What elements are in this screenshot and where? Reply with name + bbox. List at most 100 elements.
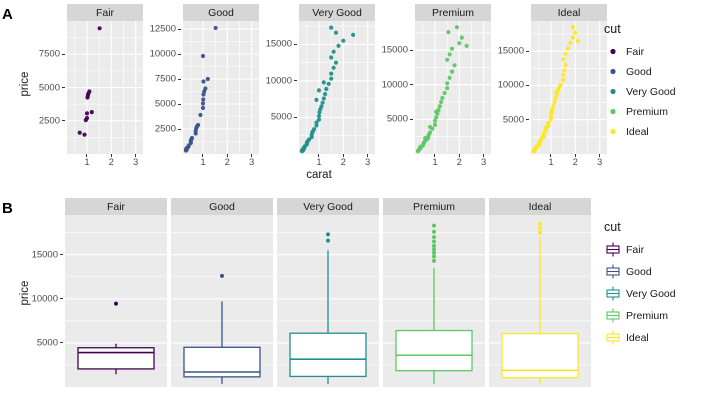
y-tick-mark	[178, 53, 181, 55]
scatter-svg-very-good	[299, 21, 375, 154]
legend-item-label: Premium	[626, 105, 669, 118]
data-point	[196, 122, 201, 128]
plot-area-good	[171, 215, 273, 387]
data-point	[84, 116, 90, 121]
y-tick-label: 10000	[497, 79, 524, 91]
y-axis-fair: 2500 5000 7500	[31, 21, 67, 154]
legend-boxplot-key-icon	[604, 329, 622, 346]
legend-item-premium: Premium	[604, 103, 718, 120]
panel-a-scatter: A price Fair 2500 5000 7500 1 2 3 Good 2500 5000 7…	[2, 4, 607, 181]
x-axis-fair: 1 2 3	[67, 154, 143, 168]
facet-strip-ideal: Ideal	[531, 4, 607, 21]
scatter-svg-ideal	[531, 21, 607, 154]
data-point	[459, 35, 464, 40]
x-tick-label: 1	[548, 157, 554, 168]
data-point	[539, 136, 544, 141]
legend-item-label: Very Good	[626, 287, 676, 300]
facet-b-fair: Fair	[65, 198, 167, 387]
outlier-point	[538, 226, 542, 231]
x-tick-mark	[251, 154, 253, 157]
y-tick-mark	[294, 43, 297, 45]
x-tick-mark	[599, 154, 601, 157]
x-tick-label: 1	[200, 157, 206, 168]
legend-item-very-good: Very Good	[604, 285, 718, 302]
data-point	[329, 25, 334, 30]
data-point	[418, 144, 423, 149]
facet-strip-premium: Premium	[415, 4, 491, 21]
data-point	[561, 73, 566, 78]
facet-a-premium: Premium 5000 10000 15000 1 2 3	[379, 4, 491, 168]
legend-boxplot-key-icon	[604, 241, 622, 258]
data-point	[445, 86, 450, 91]
y-tick-label: 7500	[154, 73, 176, 85]
facet-strip-good: Good	[183, 4, 259, 21]
data-point	[189, 135, 195, 141]
data-point	[314, 120, 319, 125]
x-tick-label: 1	[316, 157, 322, 168]
x-tick-label: 2	[572, 157, 578, 168]
data-point	[77, 130, 82, 135]
data-point	[546, 121, 551, 126]
x-tick-mark	[367, 154, 369, 157]
data-point	[333, 60, 339, 65]
data-point	[440, 95, 445, 100]
data-point	[201, 79, 206, 84]
legend-item-very-good: Very Good	[604, 83, 718, 100]
outlier-point	[432, 254, 436, 259]
legend-item-label: Ideal	[626, 331, 649, 344]
data-point	[562, 68, 567, 73]
facet-strip-good: Good	[171, 198, 273, 215]
y-axis-good: 2500 5000 7500 10000 12500	[147, 21, 183, 154]
data-point	[331, 49, 336, 54]
x-tick-mark	[574, 154, 576, 157]
outlier-point	[432, 258, 436, 263]
y-tick-mark	[526, 50, 529, 52]
x-axis-very-good: 1 2 3	[299, 154, 375, 168]
y-tick-mark	[62, 87, 65, 88]
panel-a-y-axis-title: price	[18, 4, 31, 164]
y-tick-mark	[62, 120, 65, 122]
legend-point-key-icon	[604, 103, 622, 120]
data-point	[200, 101, 206, 106]
legend-b-title: cut	[604, 220, 621, 234]
data-point	[323, 92, 328, 97]
y-tick-label: 5000	[36, 337, 58, 349]
y-tick-label: 10000	[381, 79, 408, 91]
data-point	[457, 41, 462, 46]
data-point	[316, 113, 322, 119]
legend-item-ideal: Ideal	[604, 123, 718, 140]
panel-b-label: B	[2, 200, 13, 217]
x-tick-label: 3	[365, 157, 371, 168]
data-point	[324, 86, 329, 92]
y-tick-mark	[410, 84, 413, 86]
y-tick-label: 15000	[497, 45, 524, 57]
facet-a-good: Good 2500 5000 7500 10000 12500 1 2 3	[147, 4, 259, 168]
data-point	[561, 57, 566, 62]
x-tick-label: 1	[432, 157, 438, 168]
data-point	[442, 90, 447, 96]
data-point	[316, 117, 322, 122]
data-point	[213, 25, 218, 31]
x-tick-label: 3	[597, 157, 603, 168]
panel-b-boxplots: B price 5000 10000 15000 Fair Good Very Good…	[2, 198, 591, 387]
data-point	[329, 71, 334, 76]
panel-b-ylabel-text: price	[18, 280, 31, 305]
y-tick-label: 5000	[38, 82, 60, 93]
x-tick-label: 3	[249, 157, 255, 168]
legend-cut-points: cut Fair Good Very Good Premium Ideal	[604, 22, 718, 143]
x-tick-label: 1	[84, 157, 90, 168]
x-tick-mark	[550, 154, 552, 157]
y-tick-mark	[410, 118, 413, 120]
box	[501, 332, 579, 379]
legend-item-label: Good	[626, 265, 652, 278]
x-tick-mark	[226, 154, 228, 157]
data-point	[329, 76, 334, 81]
y-tick-label: 2500	[38, 115, 60, 127]
y-tick-mark	[178, 78, 181, 80]
outlier-point	[432, 235, 436, 240]
y-tick-mark	[62, 53, 65, 55]
data-point	[205, 76, 210, 82]
plot-area-good	[183, 21, 259, 154]
y-tick-label: 15000	[265, 38, 292, 50]
x-tick-mark	[483, 154, 485, 157]
